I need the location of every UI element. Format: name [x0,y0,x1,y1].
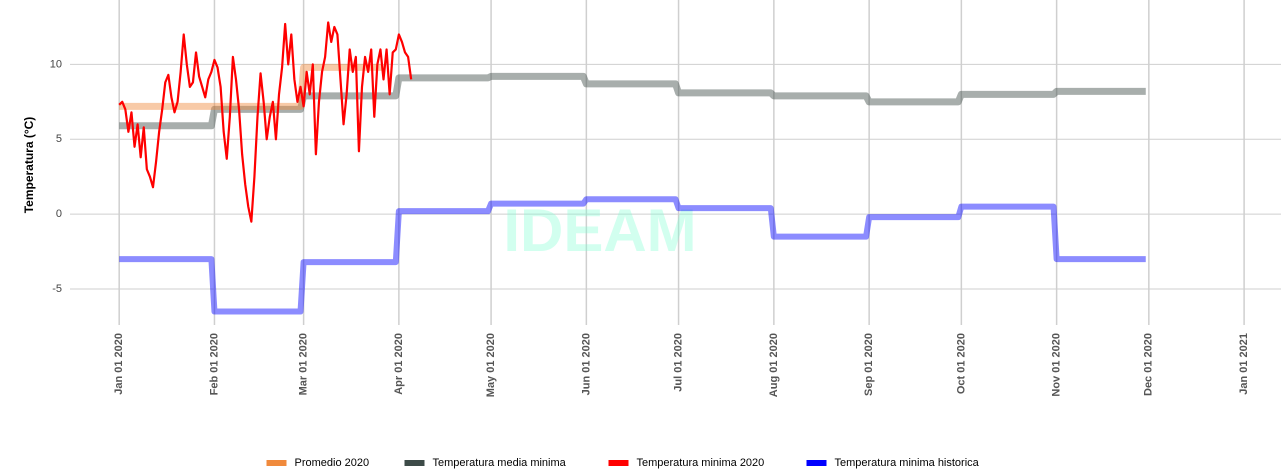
x-tick-label: Dec 01 2020 [1143,333,1155,396]
x-tick-label: Aug 01 2020 [768,333,780,397]
x-tick-label: Oct 01 2020 [955,333,967,394]
legend-swatch [266,460,287,466]
y-tick-label: 5 [56,133,62,145]
series-line [118,21,413,223]
watermark: IDEAM [503,197,696,264]
series-line [119,63,384,110]
x-tick-label: Nov 01 2020 [1051,333,1063,397]
x-tick-label: Jul 01 2020 [672,333,684,392]
legend-label: Temperatura minima historica [835,457,980,469]
y-tick-label: -5 [52,283,62,295]
legend-swatch [404,460,425,466]
x-tick-label: Apr 01 2020 [393,333,405,395]
legend-swatch [806,460,827,466]
x-tick-label: Jan 01 2021 [1238,333,1250,395]
y-tick-label: 0 [56,208,62,220]
legend-label: Promedio 2020 [295,457,370,469]
legend-label: Temperatura minima 2020 [637,457,765,469]
x-tick-label: Mar 01 2020 [298,333,310,395]
x-tick-label: May 01 2020 [485,333,497,397]
legend-label: Temperatura media minima [433,457,567,469]
x-tick-label: Jan 01 2020 [113,333,125,395]
x-tick-label: Sep 01 2020 [863,333,875,396]
legend: Promedio 2020 Temperatura media minima Tem… [266,457,980,469]
x-tick-label: Feb 01 2020 [208,333,220,395]
legend-swatch [608,460,629,466]
y-tick-label: 10 [50,58,62,70]
x-tick-label: Jun 01 2020 [580,333,592,395]
series-line [119,196,1146,315]
grid [70,0,1281,325]
y-axis-label: Temperatura (°C) [22,117,36,214]
